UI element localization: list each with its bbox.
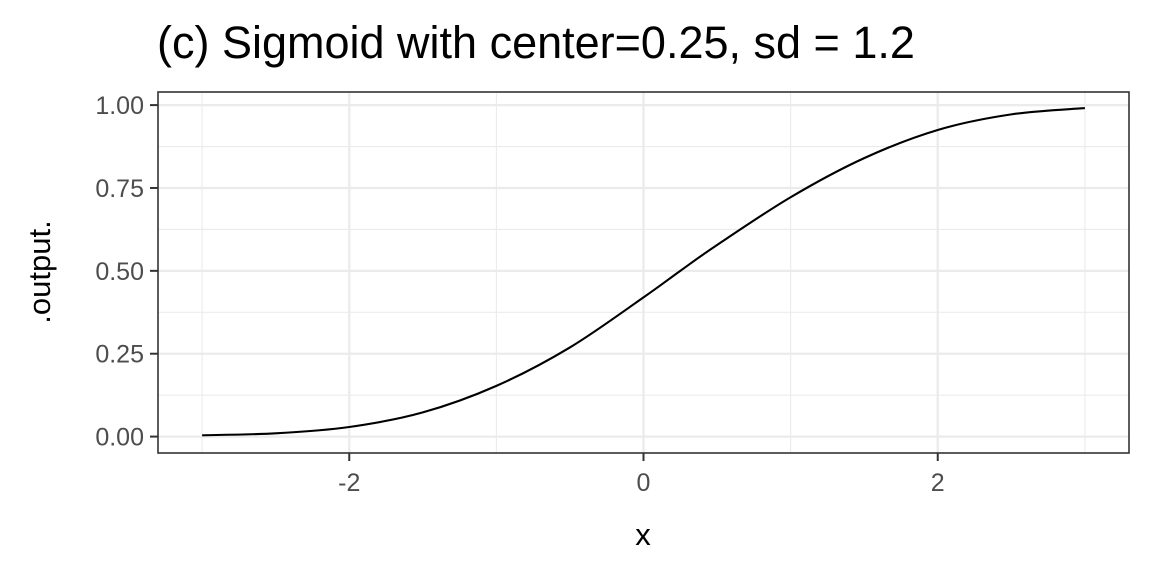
y-tick-label-4: 1.00 — [95, 92, 144, 120]
y-tick-label-1: 0.25 — [95, 341, 144, 369]
y-axis-label: .output. — [22, 220, 57, 323]
x-axis-label: x — [635, 517, 651, 552]
chart-title: (c) Sigmoid with center=0.25, sd = 1.2 — [157, 17, 915, 68]
x-tick-label-2: 2 — [931, 469, 945, 497]
y-tick-label-3: 0.75 — [95, 175, 144, 203]
axis-layer: -2 0 2 0.00 0.25 0.50 0.75 1.00 — [95, 92, 944, 497]
x-tick-label-1: 0 — [637, 469, 651, 497]
series-layer — [202, 107, 1085, 437]
x-tick-label-0: -2 — [338, 469, 360, 497]
y-tick-label-2: 0.50 — [95, 258, 144, 286]
series-line-0 — [202, 107, 1085, 437]
grid-layer — [158, 92, 1129, 453]
y-tick-label-0: 0.00 — [95, 424, 144, 452]
